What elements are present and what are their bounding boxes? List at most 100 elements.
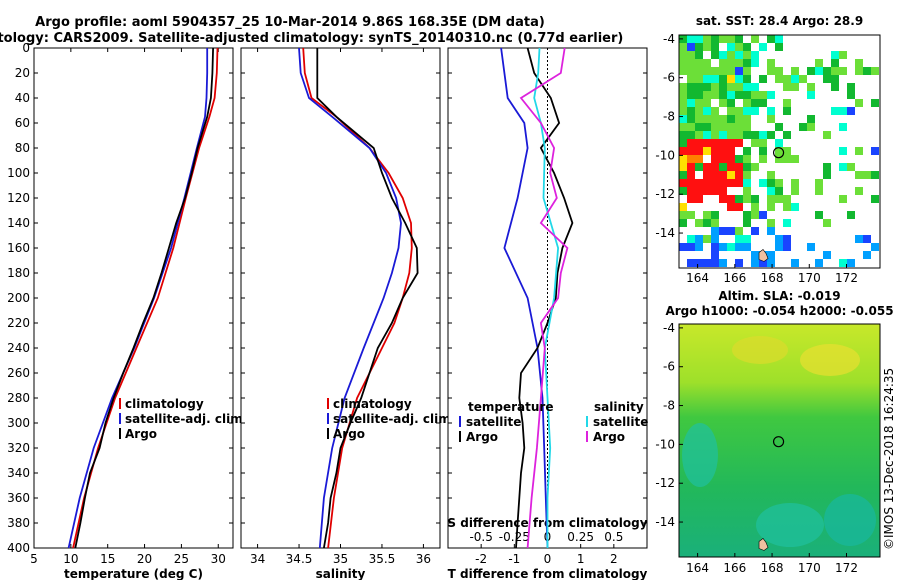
legend-entry: satellite: [593, 415, 648, 429]
sst-cell: [775, 75, 783, 83]
legend-entry: Argo: [466, 430, 498, 444]
x-tick-label: 15: [100, 552, 115, 566]
sst-cell: [719, 115, 727, 123]
sst-cell: [839, 107, 847, 115]
sst-cell: [679, 187, 687, 195]
sst-cell: [711, 155, 719, 163]
sst-cell: [743, 123, 751, 131]
sst-cell: [855, 67, 863, 75]
sst-cell: [695, 219, 703, 227]
sst-cell: [839, 163, 847, 171]
sla-blob: [800, 344, 860, 376]
sst-cell: [687, 195, 695, 203]
legend-entry: climatology: [333, 397, 412, 411]
difference-series-t-satellite: [500, 47, 549, 549]
sst-cell: [823, 219, 831, 227]
sst-cell: [687, 43, 695, 51]
sst-cell: [719, 123, 727, 131]
sst-cell: [735, 139, 743, 147]
legend-entry: satellite-adj. clim.: [333, 412, 455, 426]
sst-cell: [735, 259, 743, 267]
sst-cell: [767, 251, 775, 259]
sst-cell: [759, 75, 767, 83]
sst-cell: [727, 99, 735, 107]
sst-cell: [711, 179, 719, 187]
x-tick-label: 170: [798, 561, 821, 575]
sst-cell: [743, 211, 751, 219]
sst-cell: [719, 227, 727, 235]
sst-cell: [687, 171, 695, 179]
sst-cell: [695, 155, 703, 163]
sst-cell: [743, 243, 751, 251]
sst-cell: [855, 187, 863, 195]
sst-cell: [839, 195, 847, 203]
sst-cell: [775, 195, 783, 203]
sst-cell: [759, 139, 767, 147]
sst-cell: [743, 179, 751, 187]
sst-cell: [751, 203, 759, 211]
sst-cell: [759, 211, 767, 219]
sst-cell: [703, 147, 711, 155]
sst-cell: [727, 147, 735, 155]
y-tick-label: 100: [7, 166, 30, 180]
sst-map-panel: sat. SST: 28.4 Argo: 28.9 164 166 168 170 172…: [655, 14, 881, 285]
sst-cell: [687, 75, 695, 83]
sst-cell: [687, 147, 695, 155]
sst-cell: [759, 131, 767, 139]
sst-cell: [735, 35, 743, 43]
y-tick-label: 360: [7, 491, 30, 505]
sst-cell: [735, 235, 743, 243]
y-tick-label: 400: [7, 541, 30, 555]
x-tick-label: 164: [686, 271, 709, 285]
figure-title-line1: Argo profile: aoml 5904357_25 10-Mar-201…: [35, 15, 545, 30]
sst-cell: [767, 227, 775, 235]
x-tick-label: 25: [174, 552, 189, 566]
sst-cell: [751, 139, 759, 147]
y-tick-label: -14: [655, 515, 675, 529]
x-tick-label: 166: [723, 561, 746, 575]
sst-cell: [719, 155, 727, 163]
sst-cell: [823, 163, 831, 171]
x-tick-label: 10: [63, 552, 78, 566]
sst-cell: [775, 235, 783, 243]
sst-cell: [687, 179, 695, 187]
sst-cell: [847, 163, 855, 171]
y-tick-label: 260: [7, 366, 30, 380]
legend-entry: Argo: [333, 427, 365, 441]
y-tick-label: 160: [7, 241, 30, 255]
sla-map-subtitle: Argo h1000: -0.054 h2000: -0.055: [665, 304, 893, 318]
sst-cell: [679, 155, 687, 163]
sst-cell: [703, 67, 711, 75]
sst-cell: [751, 83, 759, 91]
sst-cell: [751, 131, 759, 139]
sst-cell: [751, 99, 759, 107]
sst-cell: [711, 259, 719, 267]
sst-cell: [735, 195, 743, 203]
sst-cell: [847, 259, 855, 267]
sst-cell: [807, 243, 815, 251]
difference-xlabel: T difference from climatology: [448, 567, 648, 580]
y-tick-label: -10: [655, 148, 675, 162]
sst-cell: [783, 75, 791, 83]
sst-cell: [711, 91, 719, 99]
sla-blob: [682, 423, 718, 487]
sst-cell: [831, 59, 839, 67]
sst-cell: [775, 243, 783, 251]
sst-cell: [679, 51, 687, 59]
sst-cell: [767, 131, 775, 139]
sst-cell: [855, 59, 863, 67]
argo-location-marker: [772, 147, 785, 159]
sst-cell: [775, 187, 783, 195]
sst-cell: [743, 83, 751, 91]
sst-cell: [687, 259, 695, 267]
sst-cell: [847, 83, 855, 91]
sst-cell: [695, 235, 703, 243]
sst-cell: [695, 115, 703, 123]
sst-cell: [727, 51, 735, 59]
sst-cell: [783, 131, 791, 139]
sst-cell: [871, 99, 879, 107]
sst-cell: [679, 107, 687, 115]
sst-cell: [687, 139, 695, 147]
sst-cell: [727, 195, 735, 203]
sst-cell: [727, 59, 735, 67]
